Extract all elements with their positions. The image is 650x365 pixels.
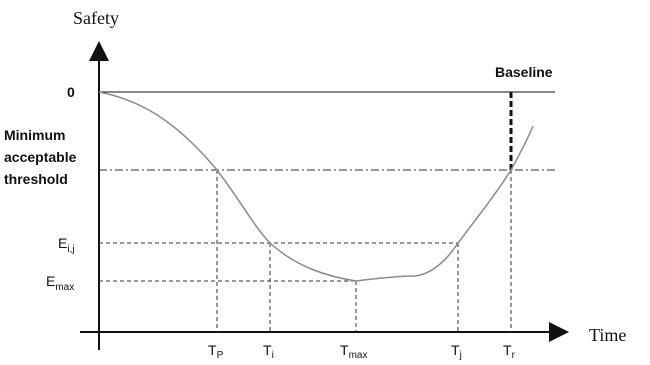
safety-curve	[98, 91, 534, 282]
threshold-label-line3: threshold	[4, 171, 68, 187]
tick-tr-main: T	[503, 342, 512, 358]
tick-tmax-sub: max	[349, 350, 368, 361]
e-ij-sub: i,j	[67, 244, 74, 255]
e-max-main: E	[46, 273, 55, 289]
y-axis-title: Safety	[73, 8, 119, 28]
tick-tr: Tr	[503, 342, 516, 361]
tick-ti-main: T	[263, 342, 272, 358]
tick-ti-sub: i	[272, 350, 274, 361]
tick-tp-main: T	[208, 342, 217, 358]
tick-tmax: Tmax	[340, 342, 367, 361]
zero-label: 0	[67, 84, 75, 100]
e-max-sub: max	[55, 282, 74, 293]
tick-tj-sub: j	[459, 350, 462, 361]
tick-tr-sub: r	[512, 350, 516, 361]
tick-ti: Ti	[263, 342, 274, 361]
e-ij-label: Ei,j	[58, 235, 75, 255]
tick-tj-main: T	[451, 342, 460, 358]
e-max-label: Emax	[46, 273, 74, 293]
tick-tp-sub: P	[217, 350, 224, 361]
e-ij-main: E	[58, 235, 67, 251]
tick-tp: TP	[208, 342, 224, 361]
tick-tmax-main: T	[340, 342, 349, 358]
tick-tj: Tj	[451, 342, 462, 361]
threshold-label-line1: Minimum	[4, 127, 65, 143]
x-axis-title: Time	[589, 325, 626, 345]
threshold-label-line2: acceptable	[4, 149, 77, 165]
baseline-label: Baseline	[495, 64, 553, 80]
